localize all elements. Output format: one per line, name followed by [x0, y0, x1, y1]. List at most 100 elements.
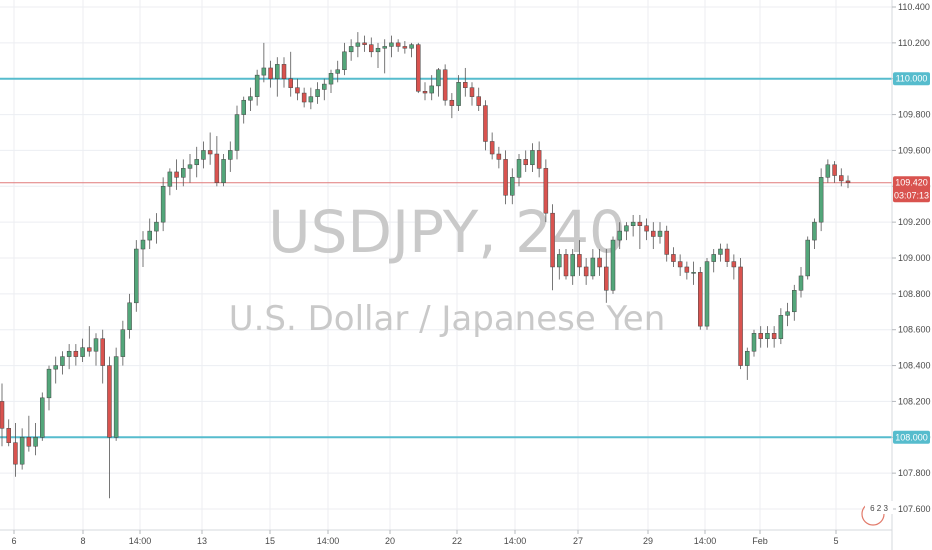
candle-body-down [845, 180, 851, 183]
candle [254, 69, 260, 106]
candle-body-up [436, 69, 441, 87]
candle [503, 150, 508, 205]
candle-body-down [6, 428, 11, 443]
price-badge-countdown: 03:07:13 [894, 191, 929, 201]
candle-body-up [46, 368, 52, 399]
candle [221, 154, 226, 187]
candle-body-down [174, 171, 179, 178]
price-tick-label: 108.400 [898, 361, 931, 371]
time-tick-label: 15 [265, 536, 275, 546]
candle [724, 243, 730, 267]
candle-body-down [476, 96, 481, 106]
candle [416, 42, 421, 94]
candle-body-up [812, 221, 817, 241]
time-axis[interactable]: 6 8 14:00 13 15 14:00 20 22 14:00 27 29 14:00 Feb 5 [0, 529, 892, 546]
candle [483, 100, 488, 151]
candle-body-up [275, 64, 280, 79]
candle-body-up [19, 437, 25, 465]
candle [523, 150, 528, 172]
candle-body-down [107, 365, 112, 438]
candle [530, 143, 535, 172]
candle-body-up [248, 96, 253, 101]
time-tick-label: 14:00 [504, 536, 527, 546]
candle-body-down [301, 92, 307, 103]
candle [597, 249, 602, 276]
candle [570, 249, 575, 285]
candle [140, 231, 146, 267]
candle [87, 326, 92, 357]
time-tick-label: 14:00 [694, 536, 717, 546]
candle [449, 93, 455, 119]
candle-body-up [610, 239, 616, 291]
candle-body-up [261, 67, 267, 76]
candle-body-up [389, 42, 394, 47]
candle [60, 351, 65, 375]
candle [651, 222, 656, 250]
candle [127, 293, 132, 339]
time-tick-label: 27 [573, 536, 583, 546]
candle [422, 82, 428, 101]
candle-body-up [765, 333, 770, 339]
candle-body-up [691, 272, 696, 274]
candle-body-down [281, 64, 287, 79]
price-tick-label: 109.200 [898, 217, 931, 227]
candle-body-up [160, 186, 166, 223]
candle [691, 261, 696, 285]
candle [476, 87, 481, 111]
candle [134, 240, 139, 312]
time-tick-label: 22 [452, 536, 462, 546]
candle-body-up [221, 159, 226, 183]
candle [778, 308, 784, 345]
candle [577, 240, 582, 276]
events-logo[interactable]: 6 2 3 [861, 501, 893, 526]
candle-body-up [194, 159, 199, 166]
candle [704, 258, 710, 330]
candle [845, 175, 851, 189]
candle-body-down [550, 212, 555, 268]
candle-body-down [637, 221, 643, 226]
candle [201, 141, 206, 169]
candle-body-down [100, 338, 105, 366]
candle-body-down [839, 175, 844, 182]
candle [181, 159, 186, 187]
price-tick-label: 107.600 [898, 504, 931, 514]
candle-body-up [778, 315, 784, 339]
level-badge-lower-bg [893, 430, 930, 444]
candle [516, 154, 522, 187]
candle-body-up [328, 73, 334, 85]
price-tick-label: 107.800 [898, 468, 931, 478]
candle [261, 42, 267, 83]
logo-bg [865, 501, 893, 514]
price-tick-label: 109.000 [898, 253, 931, 263]
candle [792, 284, 797, 321]
candle [160, 177, 166, 232]
time-tick-label: Feb [752, 536, 768, 546]
candle [510, 168, 515, 205]
candle-body-down [463, 82, 468, 88]
candle-body-down [422, 91, 428, 94]
candle-body-up [201, 150, 206, 160]
candle-body-up [570, 254, 575, 277]
price-tick-label: 108.600 [898, 325, 931, 335]
candle [348, 39, 354, 61]
candle [275, 57, 280, 97]
candle-body-up [33, 437, 38, 447]
candle [677, 254, 683, 276]
logo-text: 6 2 3 [870, 504, 888, 513]
candle-body-down [671, 254, 676, 262]
candle [362, 35, 367, 52]
candle-body-down [483, 105, 488, 142]
candle-body-up [825, 164, 831, 178]
price-badge-price: 109.420 [895, 178, 928, 188]
candle [322, 78, 327, 101]
candle-body-up [355, 42, 361, 47]
candle-body-up [429, 85, 434, 94]
level-badge-lower: 108.000 [893, 430, 930, 444]
candle [557, 249, 562, 280]
candle-body-up [53, 365, 58, 370]
time-tick-label: 14:00 [317, 536, 340, 546]
candle [805, 236, 810, 280]
candle [550, 204, 555, 291]
candle [469, 82, 475, 106]
